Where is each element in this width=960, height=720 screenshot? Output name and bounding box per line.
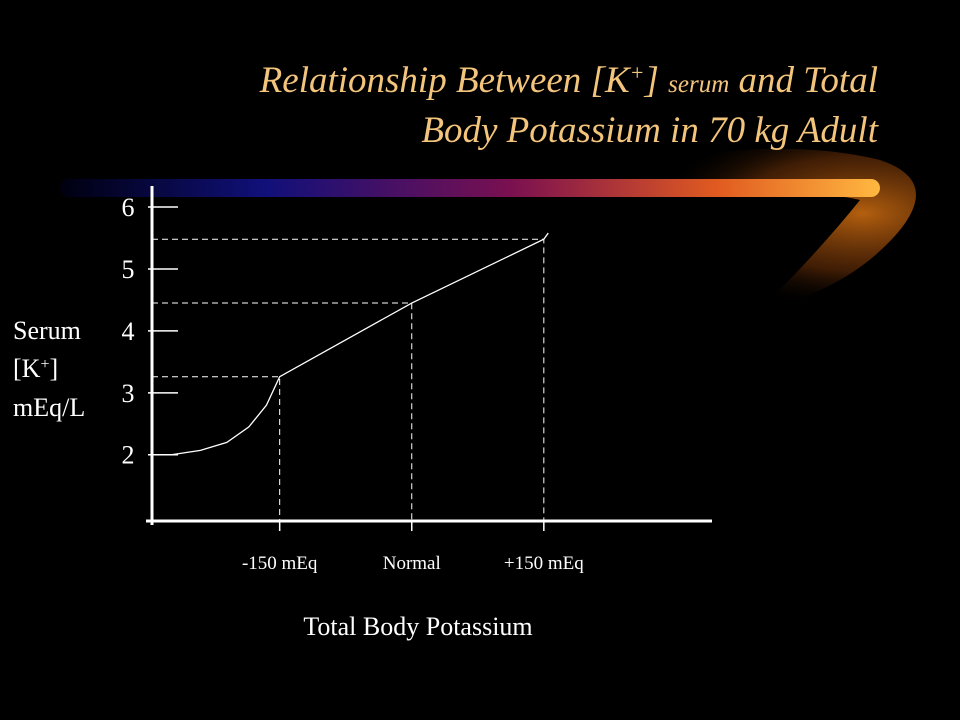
y-tick-label: 2 (122, 441, 135, 470)
guide-line (152, 376, 281, 521)
y-label: Serum (13, 316, 81, 345)
x-tick-label: Normal (383, 553, 441, 574)
swoosh-bar (60, 179, 880, 197)
x-label: Total Body Potassium (303, 612, 532, 641)
title-part: and Total (739, 60, 879, 101)
title-sub: serum (668, 71, 729, 98)
y-label-part: [K (13, 354, 41, 383)
title-part: ] (643, 60, 658, 101)
y-label: [K+] (13, 354, 58, 383)
y-label-part: ] (49, 354, 58, 383)
y-tick-label: 4 (122, 317, 135, 346)
series-line (171, 232, 549, 456)
y-tick-label: 5 (122, 255, 135, 284)
x-tick-label: -150 mEq (242, 553, 318, 574)
chart-title-line2: Body Potassium in 70 kg Adult (421, 110, 879, 151)
y-label: mEq/L (13, 393, 85, 422)
chart-title: Relationship Between [K+] serum and Tota… (259, 60, 878, 102)
guide-line (152, 302, 413, 521)
y-tick-label: 6 (122, 193, 135, 222)
y-tick-label: 3 (122, 379, 135, 408)
y-label-sup: + (40, 356, 49, 373)
title-sup: + (630, 60, 645, 85)
plot: 2 3 4 5 6 -150 mEq Normal +150 mEq (122, 193, 585, 574)
x-tick-label: +150 mEq (504, 553, 584, 574)
title-part: Relationship Between [K (259, 60, 632, 101)
